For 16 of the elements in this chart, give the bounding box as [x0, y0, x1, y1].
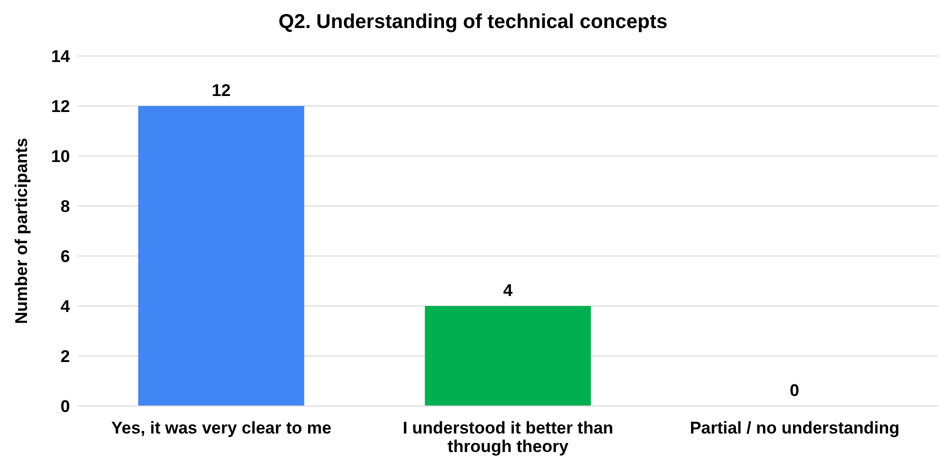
data-label: 0 [790, 381, 800, 400]
x-tick-label: Yes, it was very clear to me [111, 418, 332, 438]
y-axis-title: Number of participants [12, 138, 32, 324]
data-label: 12 [212, 81, 231, 100]
y-tick-label: 2 [60, 347, 70, 366]
y-tick-label: 10 [51, 147, 70, 166]
data-label: 4 [503, 281, 514, 300]
x-tick-label: Partial / no understanding [690, 418, 900, 438]
x-tick-label: I understood it better than through theory [402, 418, 614, 456]
y-tick-label: 6 [60, 247, 70, 266]
y-tick-label: 0 [60, 397, 70, 416]
y-tick-label: 4 [60, 297, 71, 316]
y-tick-label: 12 [51, 97, 70, 116]
y-tick-label: 14 [51, 47, 71, 66]
chart-title: Q2. Understanding of technical concepts [278, 10, 668, 35]
y-tick-label: 8 [60, 197, 70, 216]
